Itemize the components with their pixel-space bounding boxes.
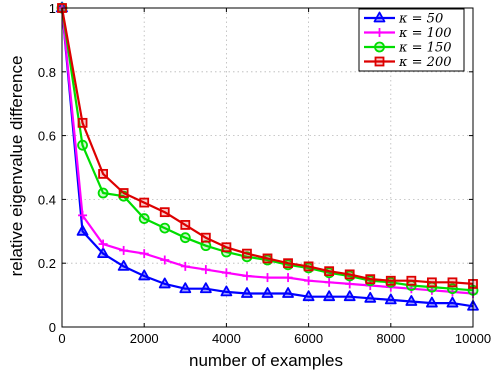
- series-square: [57, 3, 478, 289]
- data-point: [160, 255, 170, 265]
- legend-marker: [374, 41, 385, 53]
- data-point: [139, 197, 150, 208]
- data-point: [180, 220, 191, 230]
- data-point: [303, 261, 314, 272]
- data-point: [179, 282, 192, 294]
- data-point: [77, 139, 88, 151]
- legend-marker: [374, 56, 385, 67]
- data-point: [262, 253, 273, 264]
- x-axis-label: number of examples: [189, 351, 343, 370]
- y-tick-label: 1: [49, 1, 56, 16]
- data-point: [241, 287, 253, 298]
- series-line: [60, 7, 474, 292]
- plot-frame: [61, 7, 474, 328]
- data-point: [405, 295, 418, 306]
- legend-entry: κ = 150: [364, 41, 452, 56]
- data-point: [283, 258, 293, 269]
- ticks: 0 2000 4000 6000 8000 10000 0 0.2 0.4 0.6 0.8 1: [38, 1, 491, 346]
- x-tick-label: 6000: [294, 331, 323, 346]
- legend-entry: κ = 100: [364, 26, 452, 41]
- data-point: [221, 242, 232, 253]
- data-point: [426, 277, 437, 288]
- legend-label: κ = 200: [398, 55, 452, 70]
- series-line: [60, 7, 474, 285]
- data-point: [138, 213, 150, 224]
- data-point: [139, 249, 149, 259]
- data-point: [384, 293, 397, 305]
- data-point: [97, 187, 109, 199]
- data-point: [304, 276, 314, 286]
- data-point: [344, 269, 355, 280]
- legend-marker: [373, 11, 386, 23]
- data-point: [158, 277, 171, 289]
- data-point: [117, 259, 130, 271]
- x-tick-label: 4000: [212, 331, 241, 346]
- legend-label: κ = 100: [398, 26, 452, 41]
- x-tick-label: 8000: [376, 331, 405, 346]
- data-point: [343, 290, 356, 302]
- y-tick-label: 0.6: [38, 129, 56, 144]
- y-tick-label: 0.2: [38, 256, 56, 271]
- legend-entry: κ = 50: [364, 12, 443, 27]
- data-point: [118, 188, 129, 198]
- data-point: [242, 248, 252, 259]
- data-point: [447, 277, 458, 288]
- data-point: [263, 273, 272, 283]
- data-point: [446, 296, 459, 308]
- data-point: [283, 273, 293, 283]
- data-point: [324, 277, 334, 287]
- y-axis-label: relative eigenvalue difference: [7, 56, 26, 277]
- legend-label: κ = 150: [398, 41, 452, 56]
- data-point: [98, 168, 108, 179]
- y-tick-label: 0: [49, 320, 56, 335]
- data-point: [385, 275, 396, 286]
- data-point: [138, 269, 151, 281]
- x-tick-label: 10000: [455, 331, 491, 346]
- data-point: [76, 224, 89, 236]
- data-point: [324, 266, 335, 277]
- data-point: [78, 210, 88, 220]
- data-point: [199, 282, 212, 294]
- data-point: [425, 296, 438, 308]
- data-point: [119, 245, 129, 255]
- x-tick-label: 0: [58, 331, 65, 346]
- data-point: [98, 239, 108, 249]
- data-point: [179, 232, 191, 244]
- y-tick-label: 0.8: [38, 65, 56, 80]
- series-line: [60, 7, 474, 308]
- data-point: [220, 285, 233, 297]
- data-point: [302, 290, 315, 302]
- data-point: [282, 287, 294, 298]
- y-tick-label: 0.4: [38, 192, 56, 207]
- data-point: [406, 275, 417, 286]
- data-point: [323, 290, 336, 302]
- data-point: [364, 291, 377, 303]
- data-point: [97, 247, 109, 259]
- data-point: [201, 265, 211, 275]
- data-point: [221, 268, 231, 278]
- legend-marker: [375, 28, 384, 37]
- series-layer: [56, 1, 479, 311]
- data-point: [159, 207, 170, 218]
- data-point: [180, 261, 190, 271]
- data-point: [77, 117, 88, 128]
- legend-entry: κ = 200: [364, 55, 452, 70]
- legend-label: κ = 50: [398, 12, 443, 27]
- data-point: [261, 287, 274, 298]
- x-tick-label: 2000: [130, 331, 159, 346]
- data-point: [159, 222, 171, 234]
- data-point: [365, 274, 376, 285]
- data-point: [200, 232, 211, 243]
- series-plus: [57, 3, 478, 299]
- data-point: [242, 271, 252, 281]
